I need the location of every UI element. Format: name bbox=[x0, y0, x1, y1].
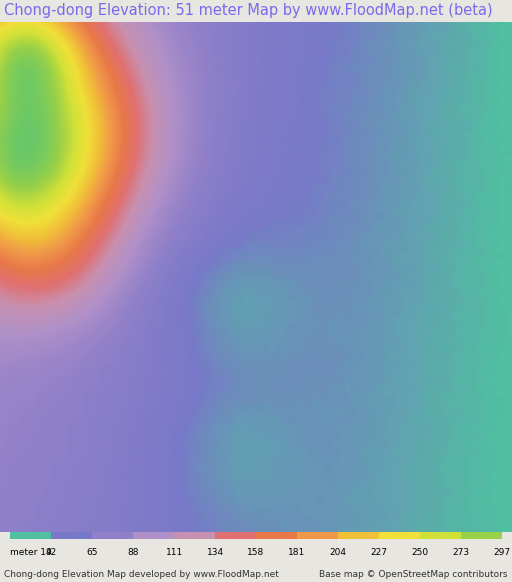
Text: Chong-dong Elevation Map developed by www.FloodMap.net: Chong-dong Elevation Map developed by ww… bbox=[4, 570, 279, 579]
Text: 65: 65 bbox=[87, 548, 98, 557]
Bar bbox=[51, 533, 92, 539]
Text: 297: 297 bbox=[493, 548, 510, 557]
Text: 88: 88 bbox=[127, 548, 139, 557]
Text: 204: 204 bbox=[329, 548, 347, 557]
Text: 42: 42 bbox=[46, 548, 57, 557]
Text: 273: 273 bbox=[452, 548, 470, 557]
Text: 111: 111 bbox=[165, 548, 183, 557]
Text: Base map © OpenStreetMap contributors: Base map © OpenStreetMap contributors bbox=[319, 570, 508, 579]
Bar bbox=[297, 533, 338, 539]
Text: Chong-dong Elevation: 51 meter Map by www.FloodMap.net (beta): Chong-dong Elevation: 51 meter Map by ww… bbox=[4, 3, 493, 19]
Bar bbox=[92, 533, 133, 539]
Bar bbox=[420, 533, 461, 539]
Bar bbox=[133, 533, 174, 539]
Bar bbox=[215, 533, 256, 539]
Bar bbox=[379, 533, 420, 539]
Text: meter 19: meter 19 bbox=[10, 548, 52, 557]
Text: 250: 250 bbox=[411, 548, 429, 557]
Text: 134: 134 bbox=[206, 548, 224, 557]
Bar bbox=[338, 533, 379, 539]
Bar bbox=[461, 533, 502, 539]
Text: 181: 181 bbox=[288, 548, 306, 557]
Bar bbox=[174, 533, 215, 539]
Bar bbox=[10, 533, 51, 539]
Bar bbox=[256, 533, 297, 539]
Text: 227: 227 bbox=[370, 548, 388, 557]
Text: 158: 158 bbox=[247, 548, 265, 557]
